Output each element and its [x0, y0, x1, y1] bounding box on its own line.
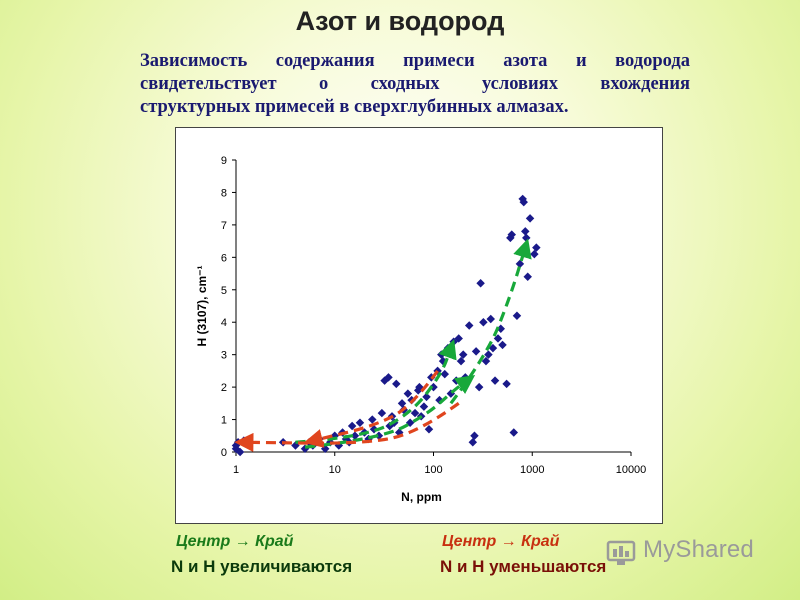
data-point — [488, 343, 498, 353]
data-point — [384, 373, 393, 382]
left-caption: Центр → Край — [176, 533, 294, 550]
x-tick-label: 10000 — [616, 464, 647, 476]
x-axis-label: N, ppm — [401, 490, 442, 504]
data-point — [486, 314, 495, 324]
y-tick-label: 8 — [221, 187, 227, 199]
data-point — [476, 279, 485, 288]
data-point — [454, 334, 463, 343]
data-point — [374, 431, 384, 441]
data-point — [392, 379, 401, 389]
data-point — [493, 334, 503, 343]
data-point — [468, 438, 478, 447]
x-tick-label: 100 — [424, 464, 442, 476]
left-caption-text: N и H увеличиваются — [171, 557, 353, 576]
data-point — [530, 249, 539, 259]
data-point — [484, 350, 493, 359]
data-point — [368, 415, 377, 424]
y-tick-label: 9 — [221, 155, 227, 167]
chart-panel: 0 1 2 3 4 5 6 7 8 9 1 10 100 1000 10000 N, ppm H (3107),… — [175, 127, 663, 524]
data-point — [502, 379, 511, 389]
data-point — [458, 350, 468, 359]
data-point — [474, 382, 484, 392]
green-trend-arrow — [304, 375, 476, 449]
x-tick-label: 1000 — [520, 464, 544, 476]
y-tick-label: 4 — [221, 317, 227, 329]
y-tick-label: 2 — [221, 382, 227, 394]
data-point — [496, 324, 506, 333]
slide-title: Азот и водород — [295, 6, 505, 36]
data-point — [456, 356, 466, 366]
slide-description: Зависимость содержания примеси азота и в… — [140, 50, 690, 119]
data-point — [350, 431, 360, 441]
data-point — [522, 233, 531, 243]
data-point — [519, 197, 528, 207]
green-trend-arrow — [295, 339, 457, 444]
watermark-logo-icon — [606, 540, 636, 565]
data-point — [440, 369, 449, 379]
y-tick-label: 3 — [221, 350, 227, 362]
data-point — [355, 418, 365, 428]
y-tick-label: 0 — [221, 447, 227, 459]
description-line-3: структурных примесей в сверхглубинных ал… — [140, 97, 569, 117]
description-line-2: свидетельствует о сходных условиях вхожд… — [140, 74, 690, 94]
y-tick-label: 1 — [221, 415, 227, 427]
data-point — [490, 376, 500, 385]
data-point — [424, 425, 434, 434]
data-point — [471, 347, 481, 356]
right-caption: Центр → Край — [442, 533, 560, 550]
y-tick-label: 6 — [221, 252, 227, 264]
data-point — [377, 408, 387, 418]
data-point — [532, 243, 541, 252]
right-caption-text: N и H уменьшаются — [440, 557, 607, 576]
data-point — [397, 399, 407, 408]
watermark: MyShared — [643, 536, 754, 563]
data-point — [479, 317, 488, 327]
data-point — [498, 340, 507, 350]
description-line-1: Зависимость содержания примеси азота и в… — [140, 51, 690, 71]
data-point — [521, 227, 530, 236]
data-point — [509, 428, 519, 437]
y-tick-label: 5 — [221, 285, 227, 297]
y-tick-label: 7 — [221, 220, 227, 232]
x-tick-label: 10 — [329, 464, 341, 476]
green-trend-arrow — [449, 238, 532, 405]
data-point — [512, 311, 522, 320]
data-point — [464, 321, 474, 330]
data-point — [403, 389, 413, 398]
data-point — [481, 356, 491, 366]
data-point — [470, 431, 479, 441]
data-point — [419, 402, 429, 411]
red-trend-arrow — [303, 369, 439, 448]
data-point — [452, 376, 461, 385]
data-point — [523, 272, 532, 282]
data-point — [437, 350, 446, 359]
data-point — [422, 392, 431, 402]
data-point — [507, 230, 516, 239]
data-point — [525, 214, 535, 223]
data-point — [410, 408, 420, 418]
data-point — [347, 421, 357, 431]
y-axis-label: H (3107), cm⁻¹ — [195, 265, 209, 346]
x-tick-label: 1 — [233, 464, 239, 476]
